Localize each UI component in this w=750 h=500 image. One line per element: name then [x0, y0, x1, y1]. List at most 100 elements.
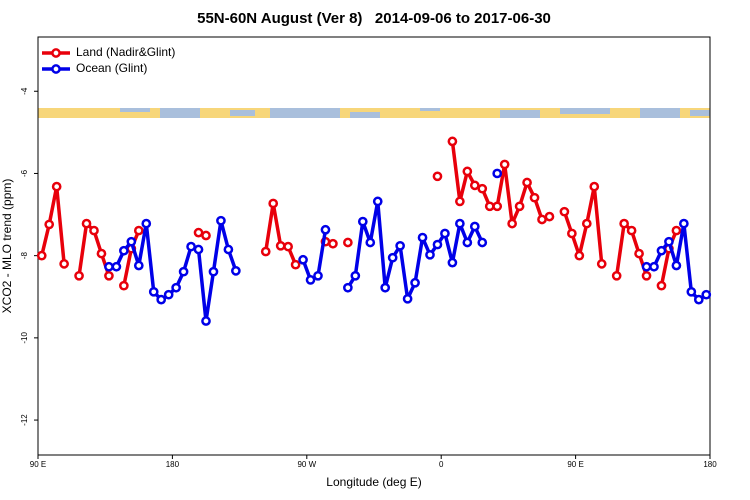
data-point: [193, 244, 204, 255]
data-point: [268, 198, 279, 209]
data-point: [395, 240, 405, 251]
legend-entry: Ocean (Glint): [42, 61, 147, 75]
x-tick-label: 90 W: [297, 460, 316, 469]
data-point: [216, 215, 226, 226]
data-point: [156, 294, 167, 305]
x-tick-label: 90 E: [30, 460, 46, 469]
data-point: [275, 240, 286, 251]
data-point: [544, 211, 555, 222]
data-point: [372, 196, 383, 207]
data-point: [178, 266, 189, 277]
series-line: [264, 201, 298, 266]
data-point: [507, 218, 517, 229]
data-point: [581, 218, 592, 229]
data-point: [649, 261, 659, 272]
data-point: [283, 241, 293, 252]
data-point: [656, 280, 667, 291]
data-point: [514, 201, 525, 212]
x-tick-label: 180: [703, 460, 717, 469]
data-point: [350, 270, 361, 281]
data-point: [290, 259, 301, 270]
y-axis-label: XCO2 - MLO trend (ppm): [0, 179, 14, 314]
data-point: [417, 232, 428, 243]
legend-label: Ocean (Glint): [76, 61, 147, 75]
data-point: [328, 238, 338, 249]
y-tick-label: -6: [20, 169, 29, 177]
data-point: [686, 286, 697, 297]
y-tick-label: -10: [20, 332, 29, 344]
data-point: [641, 270, 652, 281]
data-point: [634, 248, 644, 259]
data-point: [589, 181, 600, 192]
data-point: [89, 225, 99, 236]
data-point: [133, 260, 144, 271]
data-point: [402, 293, 413, 304]
data-point: [201, 230, 211, 241]
data-point: [141, 218, 152, 229]
data-point: [231, 266, 241, 276]
data-point: [74, 270, 84, 281]
data-point: [477, 237, 488, 248]
data-point: [596, 259, 607, 269]
data-point: [462, 237, 473, 248]
data-point: [484, 201, 495, 212]
x-tick-label: 0: [439, 460, 444, 469]
data-point: [81, 218, 92, 229]
x-axis-label: Longitude (deg E): [326, 475, 421, 489]
data-point: [410, 277, 420, 288]
data-point: [148, 286, 159, 297]
data-point: [305, 275, 316, 285]
data-point: [671, 260, 682, 271]
data-point: [432, 171, 443, 182]
data-point: [671, 225, 682, 236]
data-point: [641, 261, 652, 272]
data-point: [133, 225, 144, 236]
data-point: [313, 270, 323, 281]
data-point: [119, 280, 129, 291]
legend-marker: [51, 64, 61, 74]
data-point: [619, 218, 629, 229]
series-line: [40, 184, 66, 265]
data-point: [171, 282, 181, 293]
data-point: [59, 259, 69, 269]
y-tick-label: -4: [20, 87, 29, 95]
data-point: [447, 136, 458, 147]
data-point: [559, 206, 570, 217]
data-point: [522, 177, 532, 188]
x-tick-label: 90 E: [567, 460, 583, 469]
data-point: [440, 228, 450, 239]
data-point: [260, 246, 271, 257]
y-tick-label: -8: [20, 252, 29, 260]
data-point: [469, 221, 480, 232]
data-point: [574, 250, 585, 261]
data-point: [455, 196, 465, 207]
data-point: [462, 166, 473, 177]
data-point: [201, 316, 211, 326]
data-point: [626, 225, 637, 236]
data-point: [320, 224, 331, 235]
map-strip: [38, 108, 710, 118]
data-point: [492, 201, 503, 212]
data-point: [492, 168, 503, 179]
data-point: [387, 252, 398, 263]
data-point: [365, 237, 376, 248]
data-point: [44, 219, 55, 230]
data-point: [656, 245, 667, 256]
data-point: [529, 192, 540, 203]
data-point: [343, 282, 353, 293]
data-point: [343, 237, 353, 248]
data-point: [96, 248, 107, 259]
data-point: [425, 249, 435, 260]
legend-entry: Land (Nadir&Glint): [42, 45, 175, 59]
data-point: [111, 261, 122, 272]
data-point: [298, 254, 308, 265]
data-point: [477, 183, 488, 194]
data-point: [455, 218, 465, 229]
data-point: [567, 228, 577, 239]
plot-frame: [37, 36, 711, 456]
data-point: [208, 266, 219, 277]
data-point: [163, 289, 174, 300]
data-point: [104, 270, 114, 281]
data-point: [499, 159, 510, 170]
